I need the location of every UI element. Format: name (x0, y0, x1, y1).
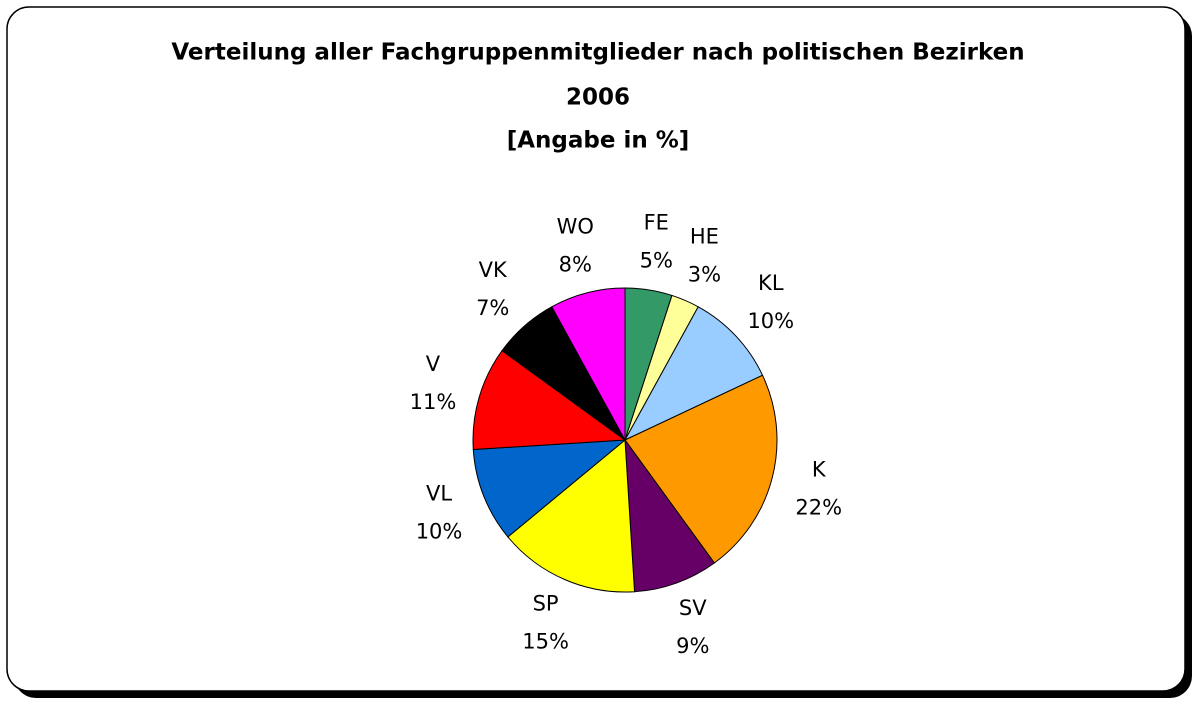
slice-label: SP (533, 592, 559, 616)
slice-value-label: 10% (747, 309, 794, 333)
pie-slice (472, 439, 627, 538)
slice-label: V (426, 352, 441, 376)
slice-label: VL (426, 482, 452, 506)
slice-value-label: 7% (476, 296, 509, 320)
slice-value-label: 8% (559, 252, 592, 276)
pie-slice (472, 349, 627, 451)
pie-slice (624, 374, 778, 564)
slice-value-label: 22% (795, 496, 842, 520)
pie-slice (551, 287, 626, 441)
chart-title: Verteilung aller Fachgruppenmitglieder n… (171, 40, 1024, 66)
slice-value-label: 5% (640, 248, 673, 272)
slice-value-label: 9% (676, 634, 709, 658)
pie-slice (623, 306, 764, 442)
chart-title: [Angabe in %] (507, 128, 690, 154)
slice-value-label: 15% (522, 630, 569, 654)
slice-label: WO (557, 214, 594, 238)
pie-slice (507, 438, 636, 593)
pie-slice (624, 438, 716, 593)
chart-title: 2006 (566, 85, 630, 111)
slice-value-label: 3% (688, 262, 721, 286)
slice-value-label: 11% (410, 390, 457, 414)
slice-label: K (812, 458, 827, 482)
slice-label: HE (690, 224, 719, 248)
slice-label: VK (479, 258, 508, 282)
slice-label: SV (679, 596, 707, 620)
slice-label: KL (758, 271, 784, 295)
slice-label: FE (644, 210, 669, 234)
slice-value-label: 10% (416, 520, 463, 544)
